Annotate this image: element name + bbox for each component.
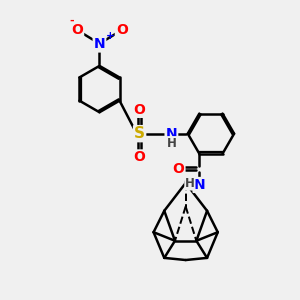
Text: +: +: [106, 31, 115, 41]
Text: O: O: [116, 22, 128, 37]
Text: O: O: [71, 22, 83, 37]
Text: O: O: [134, 103, 146, 117]
Text: S: S: [134, 126, 145, 141]
Text: H: H: [167, 137, 177, 150]
Text: N: N: [94, 38, 105, 52]
Text: H: H: [185, 177, 195, 190]
Text: N: N: [194, 178, 205, 192]
Text: O: O: [134, 150, 146, 164]
Text: N: N: [166, 127, 177, 141]
Text: -: -: [70, 16, 74, 26]
Text: O: O: [172, 162, 184, 176]
